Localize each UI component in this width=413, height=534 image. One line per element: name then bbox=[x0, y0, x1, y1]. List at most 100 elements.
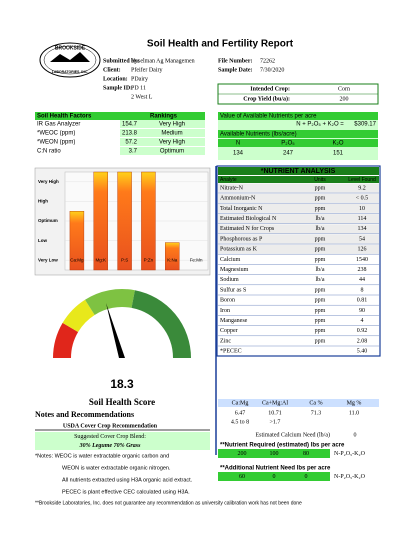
y-tick-label: Low bbox=[38, 238, 47, 243]
ratio-value: 10.71 bbox=[268, 410, 282, 416]
sh-factor: *WEON (ppm) bbox=[37, 140, 75, 146]
na-row-bg bbox=[218, 183, 379, 193]
report-title: Soil Health and Fertility Report bbox=[147, 39, 294, 50]
na-row-bg bbox=[218, 193, 379, 203]
ratio-head bbox=[218, 399, 379, 407]
na-header: Level Found bbox=[348, 177, 376, 183]
na-row-bg bbox=[218, 224, 379, 234]
info-text: Location: bbox=[103, 76, 128, 82]
logo-ring bbox=[39, 42, 101, 78]
sh-value: 213.8 bbox=[122, 131, 138, 137]
na-analyte: Potassium as K bbox=[220, 247, 258, 253]
bar bbox=[165, 242, 180, 271]
na-unit: lb/a bbox=[316, 277, 325, 283]
nv-formula: N + P₂O₅ + K₂O = bbox=[296, 122, 344, 128]
nv-title: Value of Available Nutrients per acre bbox=[220, 114, 317, 120]
gauge-arc bbox=[85, 289, 135, 316]
usda-title: USDA Cover Crop Recommendation bbox=[63, 423, 158, 429]
nv-col: N bbox=[236, 141, 240, 147]
notes-title: Notes and Recommendations bbox=[35, 410, 134, 419]
na-unit: ppm bbox=[315, 318, 326, 324]
na-analyte: Sodium bbox=[220, 277, 239, 283]
crop-label: Crop Yield (bu/a): bbox=[243, 95, 290, 102]
gauge-arc bbox=[53, 322, 79, 359]
na-unit: lb/a bbox=[316, 216, 325, 222]
na-analyte: Sulfur as S bbox=[220, 286, 246, 293]
na-analyte: Estimated Biological N bbox=[220, 216, 277, 222]
blend-bg bbox=[35, 432, 210, 441]
na-level: 126 bbox=[358, 247, 367, 253]
required-bg bbox=[218, 449, 330, 458]
info-text: Pfeifer Dairy bbox=[131, 66, 163, 73]
na-unit: ppm bbox=[315, 257, 326, 263]
bar bbox=[117, 171, 132, 271]
sh-value: 3.7 bbox=[129, 149, 138, 155]
na-analyte: Phosphorous as P bbox=[220, 236, 263, 242]
ratio-header: Ca % bbox=[309, 400, 322, 406]
na-unit: ppm bbox=[315, 308, 326, 314]
na-analyte: Copper bbox=[220, 328, 238, 334]
na-analyte: Estimated N for Crops bbox=[220, 225, 275, 232]
na-level: 90 bbox=[359, 308, 365, 314]
y-tick-label: Very Low bbox=[38, 257, 58, 262]
required-value: 100 bbox=[270, 451, 279, 457]
na-unit: ppm bbox=[315, 338, 326, 344]
na-unit: ppm bbox=[315, 247, 326, 253]
score-value: 18.3 bbox=[110, 377, 134, 391]
na-analyte: Iron bbox=[220, 308, 230, 314]
sh-rank-bg bbox=[120, 129, 205, 137]
info-text: Client: bbox=[103, 67, 121, 73]
sh-value: 57.2 bbox=[125, 140, 137, 146]
na-level: 1540 bbox=[356, 257, 368, 263]
info-text: PDairy bbox=[131, 76, 148, 82]
nv-head2 bbox=[218, 130, 378, 138]
x-tick-label: Fe:Mn bbox=[190, 257, 203, 262]
nv-head3 bbox=[218, 139, 378, 147]
sh-header: Rankings bbox=[150, 114, 178, 120]
na-level: 54 bbox=[359, 236, 365, 242]
na-header: Analyte bbox=[220, 177, 237, 183]
na-level: 0.92 bbox=[357, 328, 368, 334]
additional-title: **Additional Nutrient Need lbs per acre bbox=[220, 466, 331, 472]
gauge-arc bbox=[62, 299, 96, 333]
crop-label: Intended Crop: bbox=[250, 86, 290, 92]
y-tick-label: Very High bbox=[38, 179, 59, 184]
bar bbox=[69, 210, 85, 271]
na-level: < 0.5 bbox=[356, 196, 368, 202]
na-level: 8 bbox=[361, 287, 364, 293]
na-head-bg bbox=[218, 176, 379, 183]
required-value: 80 bbox=[303, 451, 309, 457]
gauge-arc bbox=[131, 290, 191, 359]
ratio-range: 4.5 to 8 bbox=[231, 419, 249, 425]
na-row-bg bbox=[218, 244, 379, 254]
na-level: 2.08 bbox=[357, 338, 368, 344]
blend-label: Suggested Cover Crop Blend: bbox=[74, 434, 146, 440]
na-title: *NUTRIENT ANALYSIS bbox=[261, 168, 336, 175]
na-unit: ppm bbox=[315, 196, 326, 202]
ratio-value: 71.3 bbox=[311, 410, 322, 416]
y-tick-label: Optimum bbox=[38, 218, 58, 223]
nv-value: 134 bbox=[233, 151, 244, 157]
additional-value: 0 bbox=[273, 474, 276, 480]
additional-unit: N-P₂O₅-K₂O bbox=[334, 474, 366, 480]
note-line: WEON is water extractable organic nitrog… bbox=[62, 465, 171, 471]
sh-rank: Very High bbox=[159, 122, 185, 128]
logo-hills bbox=[50, 52, 90, 62]
na-analyte: Manganese bbox=[220, 318, 248, 324]
sh-rank: Optimum bbox=[160, 149, 184, 155]
logo-sub: LABORATORIES, INC. bbox=[52, 70, 89, 74]
info-text: PD 11 bbox=[131, 85, 146, 91]
note-line: *Notes: WEOC is water extractable organi… bbox=[35, 453, 169, 459]
na-header: Units bbox=[314, 177, 326, 183]
na-unit: lb/a bbox=[316, 267, 325, 273]
required-title: **Nutrient Required (estimated) lbs per … bbox=[220, 443, 345, 449]
na-level: 134 bbox=[358, 226, 367, 232]
x-tick-label: K:Na bbox=[167, 257, 178, 262]
na-analyte: Zinc bbox=[220, 338, 231, 344]
na-level: 5.40 bbox=[357, 349, 368, 355]
info-text: Haselman Ag Managemen bbox=[131, 58, 195, 64]
na-level: 10 bbox=[359, 206, 365, 212]
na-analyte: Ammonium-N bbox=[220, 196, 256, 202]
na-analyte: Calcium bbox=[220, 257, 241, 263]
additional-bg bbox=[218, 472, 330, 481]
